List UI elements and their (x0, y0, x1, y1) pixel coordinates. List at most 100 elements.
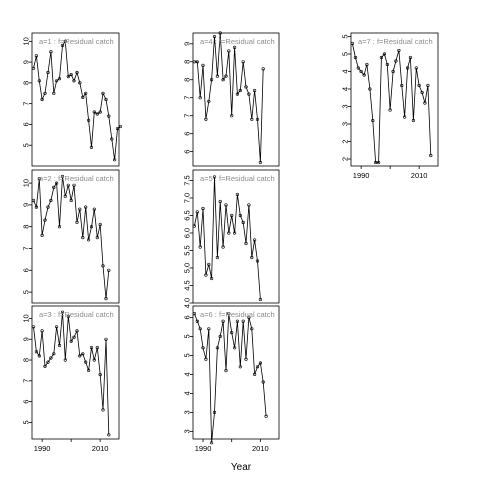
data-point (192, 224, 196, 228)
y-tick-label: 6 (21, 268, 30, 272)
data-point (195, 210, 199, 214)
series-line (33, 40, 121, 160)
data-point (192, 312, 196, 316)
data-point (253, 238, 257, 242)
panel-frame (31, 169, 120, 304)
data-point (261, 67, 265, 71)
y-tick-label: 2 (340, 157, 349, 161)
panel-frame (192, 169, 280, 304)
data-point (84, 205, 88, 209)
data-point (394, 59, 398, 63)
y-tick-label: 4.5 (182, 280, 191, 290)
data-point (230, 114, 234, 118)
y-tick-label: 6 (21, 122, 30, 126)
data-point (382, 52, 387, 56)
panel-1: 5 6 7 8 9 10 a=1 : f=Residual catch (21, 32, 122, 167)
data-point (92, 207, 96, 211)
data-point (72, 335, 76, 339)
data-point (86, 368, 91, 373)
data-point (69, 339, 73, 343)
y-tick-label: 9 (21, 337, 30, 341)
data-point (258, 297, 263, 302)
data-point (230, 331, 234, 335)
y-tick-label: 3 (182, 410, 191, 414)
data-point (408, 55, 413, 60)
data-point (31, 325, 36, 329)
data-point (258, 361, 263, 365)
data-point (195, 60, 199, 64)
data-point (374, 160, 378, 165)
data-point (255, 259, 260, 263)
data-point (37, 177, 41, 181)
data-point (423, 101, 427, 105)
data-point (230, 213, 234, 218)
data-point (258, 160, 263, 164)
data-point (34, 205, 39, 209)
data-point (204, 273, 208, 277)
data-point (43, 91, 47, 95)
data-point (40, 329, 44, 333)
data-point (78, 81, 82, 85)
panel-frame (350, 32, 439, 167)
y-tick-label: 5.0 (182, 263, 191, 273)
data-point (377, 160, 381, 165)
panel-label: a=6 : f=Residual catch (200, 310, 275, 319)
x-tick-label: 2010 (252, 444, 269, 453)
data-point (212, 410, 217, 415)
y-tick-label: 8 (21, 225, 30, 229)
panel-4: 6 6 7 7 8 8 9 a=4 : f=Residual catch (182, 31, 280, 167)
data-point (247, 92, 251, 96)
y-tick-label: 10 (21, 314, 30, 322)
data-point (368, 87, 372, 91)
data-point (212, 175, 217, 179)
data-point (66, 74, 70, 79)
data-point (227, 231, 231, 235)
data-point (31, 198, 36, 203)
data-point (60, 174, 65, 179)
data-point (350, 41, 355, 46)
y-tick-label: 7.0 (182, 193, 191, 203)
y-tick-label: 7 (182, 96, 191, 100)
data-point (244, 85, 248, 89)
y-tick-label: 8 (182, 78, 191, 82)
y-tick-label: 4.0 (182, 298, 191, 308)
data-point (224, 203, 228, 207)
data-point (238, 213, 242, 218)
data-point (233, 231, 237, 235)
data-point (201, 63, 205, 67)
y-tick-label: 8 (182, 60, 191, 64)
data-point (98, 222, 102, 227)
data-point (63, 39, 67, 43)
data-point (110, 137, 114, 141)
y-tick-label: 4 (340, 69, 349, 73)
data-point (362, 73, 366, 77)
data-point (227, 49, 231, 53)
data-point (57, 77, 62, 81)
data-point (89, 225, 94, 229)
y-tick-label: 5 (340, 52, 349, 56)
data-point (207, 327, 211, 331)
series-line (194, 32, 264, 163)
data-point (359, 69, 363, 74)
data-point (414, 66, 418, 70)
y-tick-label: 8 (21, 358, 30, 362)
data-point (233, 346, 237, 350)
data-point (429, 153, 433, 158)
panel-label: a=7 : f=Residual catch (358, 37, 433, 46)
data-point (356, 66, 360, 70)
data-point (417, 83, 421, 88)
data-point (221, 78, 225, 82)
data-point (403, 115, 407, 119)
data-point (241, 60, 245, 64)
y-tick-label: 2 (340, 139, 349, 143)
y-tick-label: 5.5 (182, 245, 191, 255)
data-point (52, 185, 56, 189)
panel-label: a=1 : f=Residual catch (39, 37, 114, 46)
data-point (247, 315, 251, 320)
data-point (207, 99, 211, 103)
panel-7: 2 2 3 3 4 4 5 5 1990 2010 a=7 : f=Residual catch (340, 32, 439, 180)
data-point (250, 327, 254, 331)
data-point (250, 117, 254, 121)
data-point (210, 78, 214, 82)
